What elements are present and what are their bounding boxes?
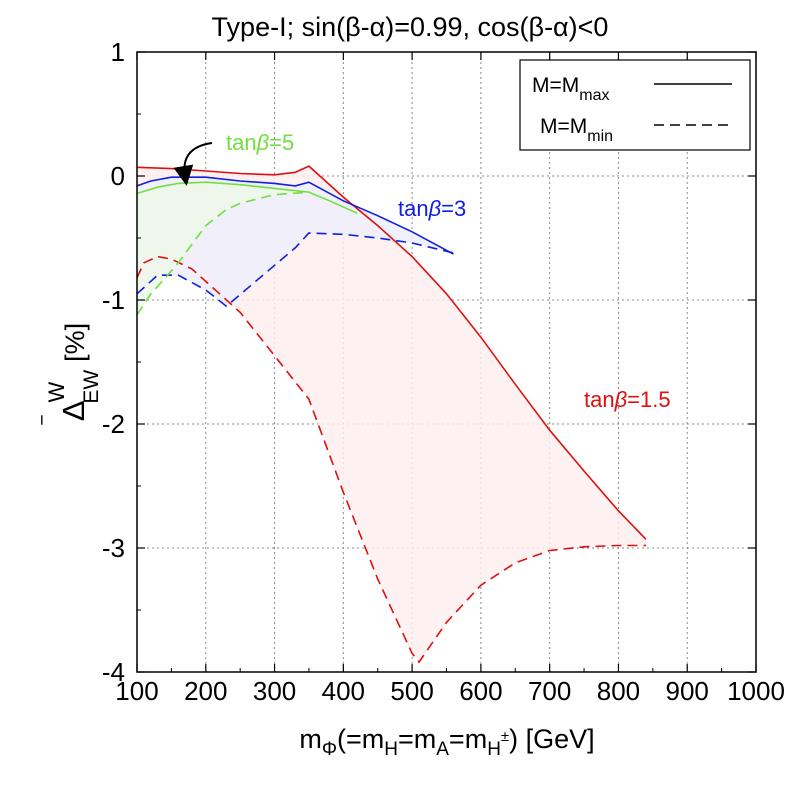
series-lines (137, 165, 647, 664)
series-band-0 (137, 166, 646, 663)
series-label-tanb3: tanβ=3 (398, 196, 466, 221)
legend-box (519, 59, 751, 151)
x-tick-label: 600 (459, 676, 502, 706)
y-tick-label: -3 (102, 533, 125, 563)
legend: M=Mmax M=Mmin (519, 59, 751, 151)
annotation-arrow (173, 142, 213, 186)
x-tick-label: 900 (666, 676, 709, 706)
ticks: 100 200 300 400 500 600 700 800 900 1000 1 0 -1 -2 -3 -… (102, 37, 785, 706)
series-band-2 (137, 182, 358, 315)
x-tick-label: 400 (322, 676, 365, 706)
x-axis-label: mΦ(=mH=mA=mH±) [GeV] (299, 724, 594, 760)
x-tick-label: 700 (528, 676, 571, 706)
x-tick-label: 1000 (727, 676, 785, 706)
x-tick-label: 300 (253, 676, 296, 706)
y-tick-label: -2 (102, 409, 125, 439)
y-tick-label: 1 (111, 37, 125, 67)
y-axis-label-bar: ‾ (39, 415, 66, 425)
x-tick-label: 200 (184, 676, 227, 706)
series-label-tanb1p5: tanβ=1.5 (584, 387, 671, 412)
x-tick-label: 100 (115, 676, 158, 706)
series-label-tanb5: tanβ=5 (226, 130, 294, 155)
y-tick-label: -1 (102, 285, 125, 315)
x-tick-label: 500 (390, 676, 433, 706)
band-fills (137, 166, 646, 663)
legend-label-max: M=Mmax (532, 74, 609, 104)
series-max-line-2 (137, 181, 358, 214)
series-max-line-0 (137, 165, 647, 540)
y-tick-label: 0 (111, 161, 125, 191)
series-max-line-1 (137, 176, 454, 255)
y-tick-label: -4 (102, 657, 125, 687)
series-min-line-2 (137, 191, 309, 316)
series-min-line-1 (137, 232, 454, 308)
y-axis-label: ΔW EW[%] ‾ (39, 323, 103, 425)
series-min-line-0 (137, 255, 646, 664)
x-tick-label: 800 (597, 676, 640, 706)
legend-label-min: M=Mmin (540, 115, 613, 145)
chart-title: Type-I; sin(β-α)=0.99, cos(β-α)<0 (212, 12, 609, 42)
